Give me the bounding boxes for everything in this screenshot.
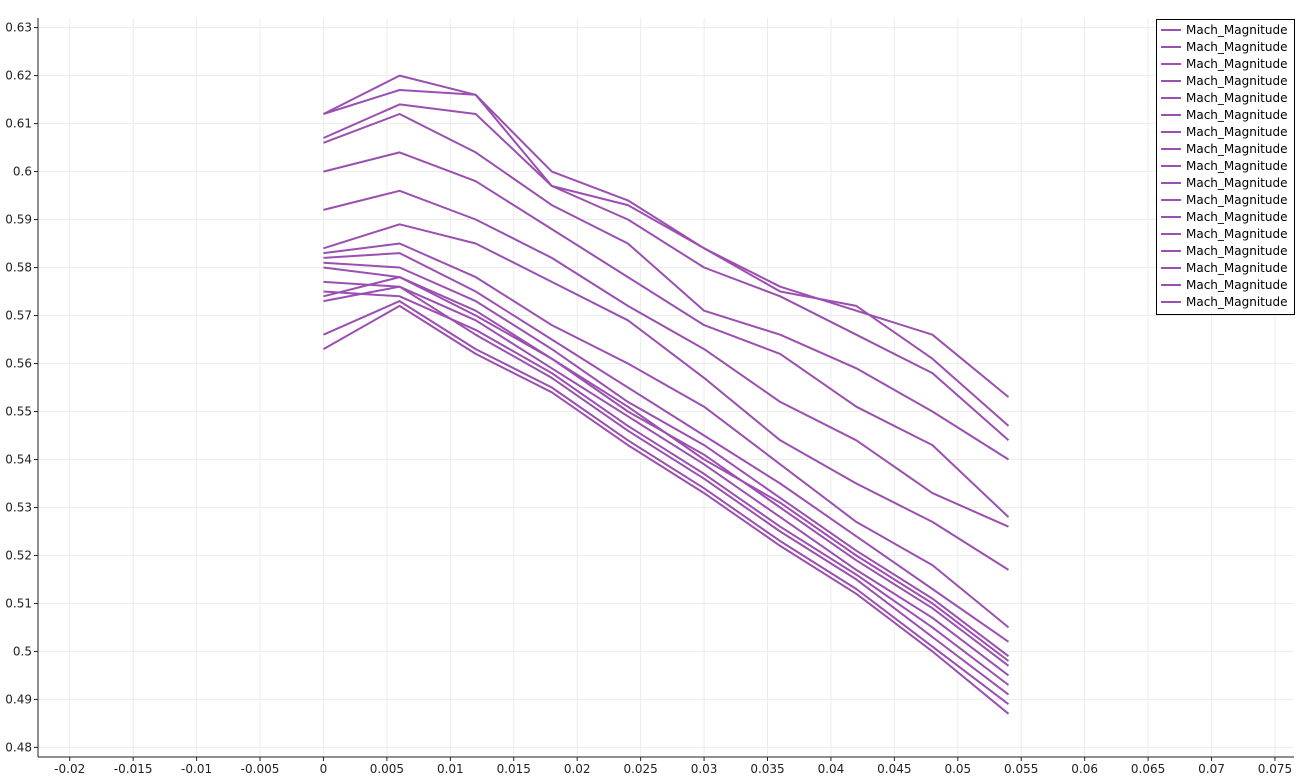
legend-label: Mach_Magnitude bbox=[1186, 159, 1287, 173]
y-tick-label: 0.63 bbox=[5, 21, 32, 35]
x-tick-label: 0.01 bbox=[437, 762, 464, 776]
series-line bbox=[323, 103, 1010, 442]
x-tick-label: 0.04 bbox=[818, 762, 845, 776]
x-tick-label: -0.01 bbox=[181, 762, 212, 776]
x-tick-label: 0 bbox=[320, 762, 328, 776]
legend-label: Mach_Magnitude bbox=[1186, 125, 1287, 139]
series-lines bbox=[323, 74, 1010, 715]
x-tick-label: 0.03 bbox=[691, 762, 718, 776]
y-tick-label: 0.49 bbox=[5, 692, 32, 706]
axes: -0.02 -0.015 -0.01 -0.005 0 0.005 0.01 0.015 0.0… bbox=[5, 18, 1294, 776]
y-tick-label: 0.51 bbox=[5, 596, 32, 610]
series-line bbox=[323, 290, 1010, 686]
x-tick-label: 0.045 bbox=[877, 762, 911, 776]
x-tick-label: 0.02 bbox=[564, 762, 591, 776]
series-line bbox=[323, 223, 1010, 571]
x-tick-label: 0.07 bbox=[1198, 762, 1225, 776]
legend-label: Mach_Magnitude bbox=[1186, 108, 1287, 122]
legend-label: Mach_Magnitude bbox=[1186, 227, 1287, 241]
y-tick-label: 0.48 bbox=[5, 740, 32, 754]
grid bbox=[38, 18, 1294, 757]
y-tick-label: 0.55 bbox=[5, 404, 32, 418]
series-line bbox=[323, 89, 1010, 427]
series-line bbox=[323, 285, 1010, 696]
y-tick-label: 0.62 bbox=[5, 69, 32, 83]
y-tick-label: 0.53 bbox=[5, 500, 32, 514]
legend-label: Mach_Magnitude bbox=[1186, 278, 1287, 292]
series-line bbox=[323, 300, 1010, 705]
y-tick-label: 0.61 bbox=[5, 117, 32, 131]
series-line bbox=[323, 276, 1010, 662]
series-line bbox=[323, 74, 1010, 398]
legend-label: Mach_Magnitude bbox=[1186, 295, 1287, 309]
x-tick-label: 0.035 bbox=[750, 762, 784, 776]
y-tick-label: 0.56 bbox=[5, 357, 32, 371]
x-tick-label: -0.02 bbox=[54, 762, 85, 776]
y-tick-label: 0.52 bbox=[5, 548, 32, 562]
legend-label: Mach_Magnitude bbox=[1186, 210, 1287, 224]
series-line bbox=[323, 280, 1010, 677]
x-tick-label: 0.055 bbox=[1004, 762, 1038, 776]
x-tick-label: 0.05 bbox=[944, 762, 971, 776]
legend-label: Mach_Magnitude bbox=[1186, 193, 1287, 207]
legend-label: Mach_Magnitude bbox=[1186, 142, 1287, 156]
y-tick-label: 0.59 bbox=[5, 213, 32, 227]
x-tick-label: 0.075 bbox=[1258, 762, 1292, 776]
series-line bbox=[323, 242, 1010, 629]
x-tick-label: -0.005 bbox=[241, 762, 280, 776]
y-tick-label: 0.58 bbox=[5, 261, 32, 275]
series-line bbox=[323, 261, 1010, 657]
y-tick-label: 0.54 bbox=[5, 452, 32, 466]
y-tick-label: 0.5 bbox=[13, 644, 32, 658]
legend-label: Mach_Magnitude bbox=[1186, 40, 1287, 54]
legend-label: Mach_Magnitude bbox=[1186, 176, 1287, 190]
series-line bbox=[323, 151, 1010, 518]
x-tick-label: 0.015 bbox=[497, 762, 531, 776]
legend-label: Mach_Magnitude bbox=[1186, 91, 1287, 105]
series-line bbox=[323, 113, 1010, 461]
legend-label: Mach_Magnitude bbox=[1186, 57, 1287, 71]
x-tick-label: 0.06 bbox=[1071, 762, 1098, 776]
legend-label: Mach_Magnitude bbox=[1186, 244, 1287, 258]
y-tick-label: 0.57 bbox=[5, 309, 32, 323]
legend: Mach_Magnitude Mach_Magnitude Mach_Magnitu… bbox=[1156, 19, 1295, 315]
legend-label: Mach_Magnitude bbox=[1186, 74, 1287, 88]
x-tick-label: -0.015 bbox=[114, 762, 153, 776]
series-line bbox=[323, 252, 1010, 643]
series-line bbox=[323, 304, 1010, 715]
y-tick-label: 0.6 bbox=[13, 165, 32, 179]
x-tick-label: 0.005 bbox=[370, 762, 404, 776]
x-tick-label: 0.065 bbox=[1131, 762, 1165, 776]
series-line bbox=[323, 189, 1009, 528]
legend-label: Mach_Magnitude bbox=[1186, 23, 1287, 37]
legend-label: Mach_Magnitude bbox=[1186, 261, 1287, 275]
x-tick-label: 0.025 bbox=[623, 762, 657, 776]
